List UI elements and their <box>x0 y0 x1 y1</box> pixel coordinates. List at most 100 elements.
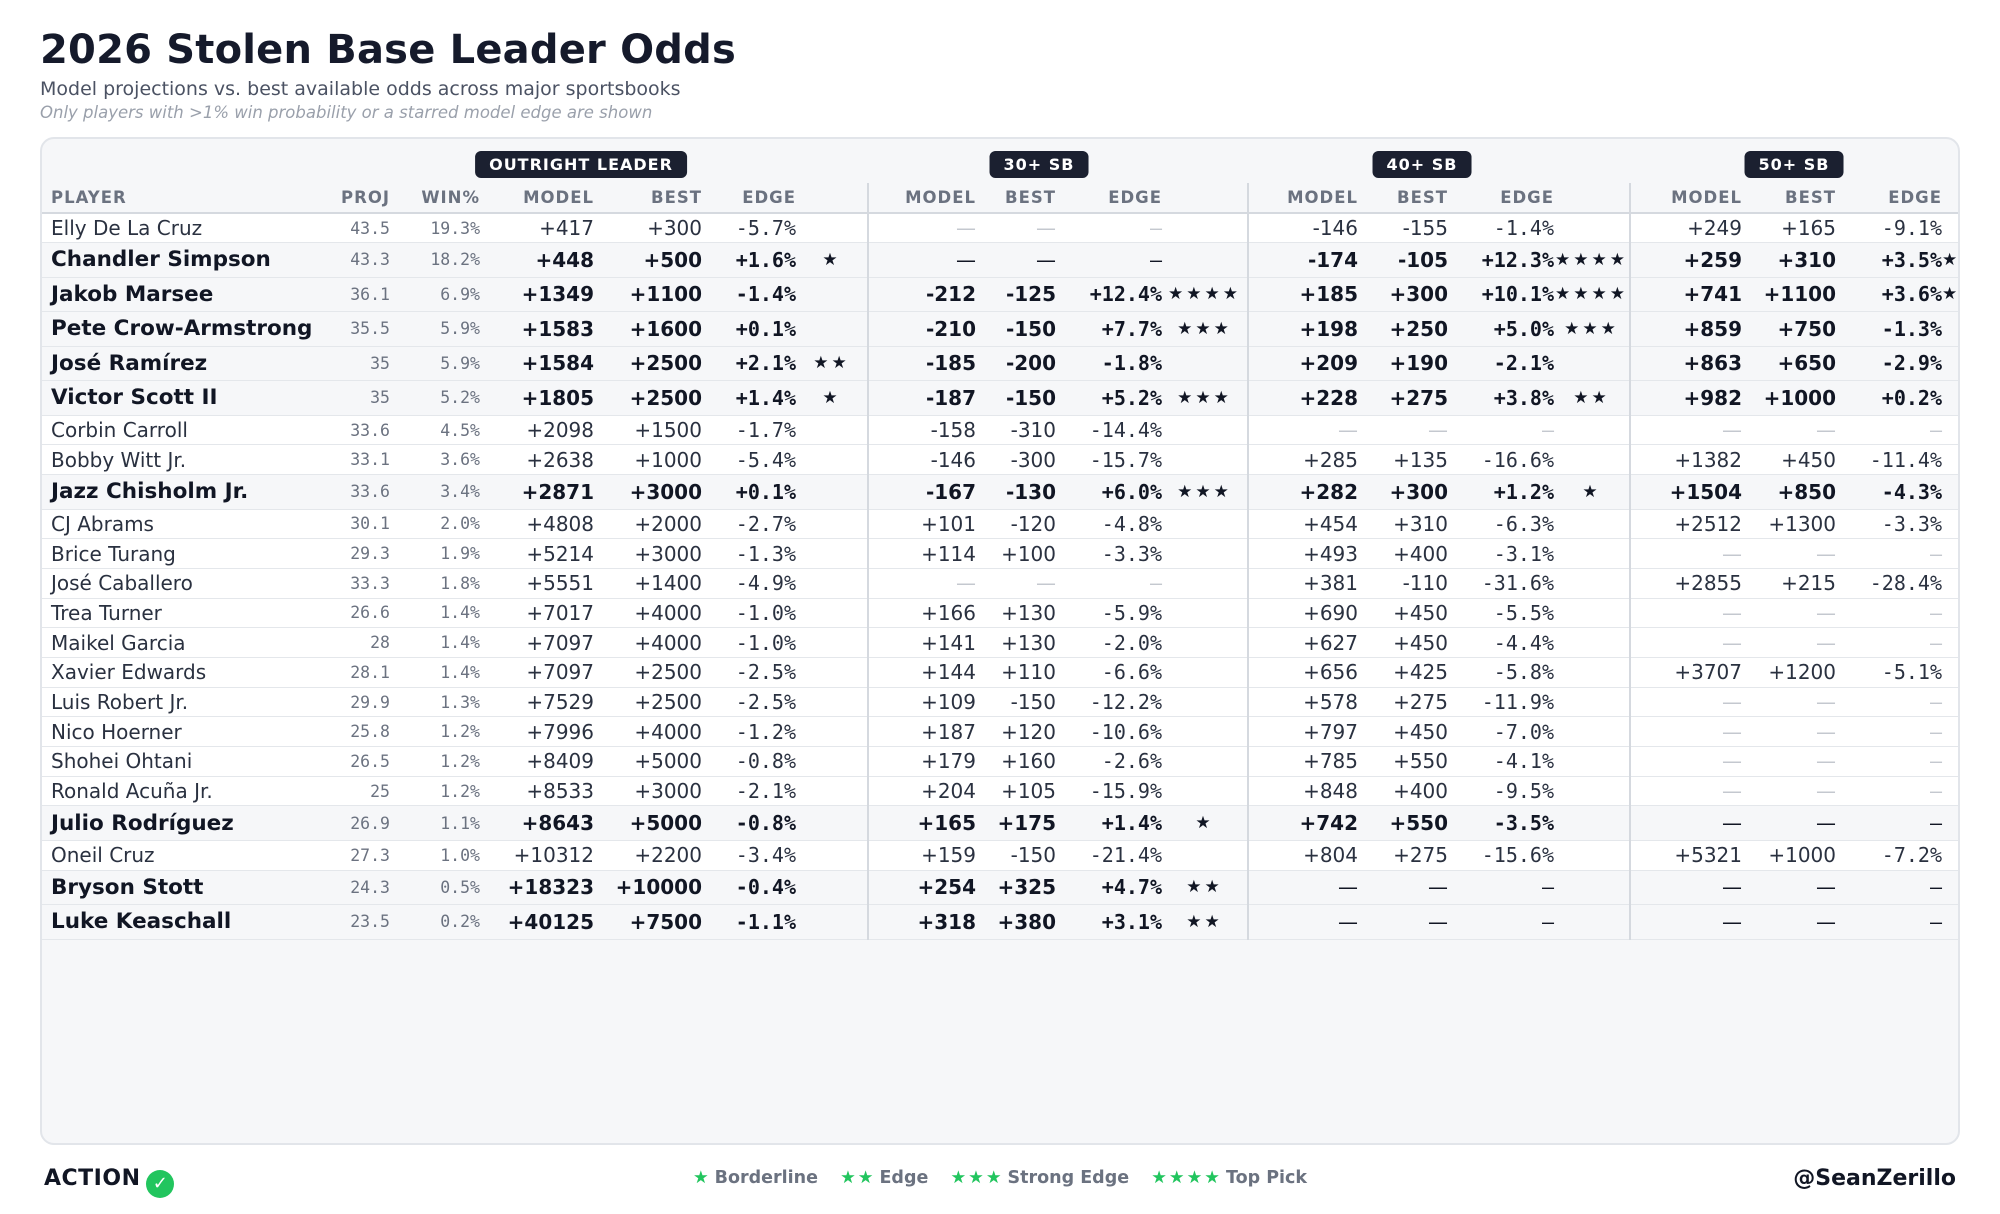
best-odds: -150 <box>976 840 1056 871</box>
model-odds: +114 <box>868 538 976 569</box>
proj-value: 35.5 <box>302 311 390 347</box>
best-odds: +175 <box>976 805 1056 841</box>
player-name: Elly De La Cruz <box>42 213 302 244</box>
edge-value: — <box>1056 568 1162 599</box>
edge-stars-icon <box>1554 346 1631 382</box>
edge-value: -2.6% <box>1056 746 1162 777</box>
edge-stars-icon <box>1162 415 1249 446</box>
model-odds: +249 <box>1630 213 1742 244</box>
table-row: Julio Rodríguez 26.9 1.1% +8643 +5000 -0.8% +1… <box>42 805 1958 841</box>
edge-stars-icon <box>1554 687 1631 718</box>
best-odds: — <box>976 213 1056 244</box>
best-odds: +450 <box>1358 627 1448 658</box>
model-odds: +228 <box>1248 380 1358 416</box>
table-row: Trea Turner 26.6 1.4% +7017 +4000 -1.0% +166 +1… <box>42 598 1958 629</box>
edge-stars-icon <box>796 687 869 718</box>
player-name: Jakob Marsee <box>42 277 302 313</box>
edge-stars-icon <box>1942 716 1958 748</box>
edge-stars-icon <box>1942 444 1958 476</box>
edge-stars-icon <box>1554 538 1631 569</box>
edge-value: +3.5% <box>1836 242 1942 278</box>
edge-value: -6.6% <box>1056 657 1162 688</box>
model-odds: -210 <box>868 311 976 347</box>
best-odds: +4000 <box>594 598 702 629</box>
best-odds: +425 <box>1358 657 1448 688</box>
edge-value: -15.9% <box>1056 776 1162 807</box>
edge-value: -5.8% <box>1448 657 1554 688</box>
player-name: José Caballero <box>42 568 302 599</box>
edge-value: -15.6% <box>1448 840 1554 871</box>
check-circle-icon: ✓ <box>146 1170 175 1198</box>
edge-value: -15.7% <box>1056 444 1162 476</box>
best-odds: +1600 <box>594 311 702 347</box>
win-pct-value: 1.4% <box>390 598 480 629</box>
star-icon: ★★★★ <box>1151 1168 1222 1188</box>
player-name: CJ Abrams <box>42 509 302 540</box>
player-name: Bryson Stott <box>42 870 302 906</box>
col-outright-stars <box>796 183 869 214</box>
edge-stars-icon: ★★ <box>1942 242 1958 278</box>
best-odds: — <box>1358 904 1448 940</box>
table-row: Corbin Carroll 33.6 4.5% +2098 +1500 -1.7% -15… <box>42 415 1958 446</box>
edge-value: — <box>1448 904 1554 940</box>
win-pct-value: 6.9% <box>390 277 480 313</box>
star-legend: ★ Borderline ★★ Edge ★★★ Strong Edge ★★★★ To… <box>0 1168 2000 1188</box>
odds-table: PLAYER PROJ WIN% MODEL BEST EDGE MODEL B… <box>42 183 1958 940</box>
model-odds: — <box>1630 415 1742 446</box>
model-odds: +848 <box>1248 776 1358 807</box>
model-odds: +7996 <box>480 716 594 748</box>
edge-stars-icon <box>1162 444 1249 476</box>
edge-value: -4.4% <box>1448 627 1554 658</box>
best-odds: — <box>1742 870 1836 906</box>
best-odds: +1400 <box>594 568 702 599</box>
edge-value: +0.1% <box>702 474 796 510</box>
edge-value: -16.6% <box>1448 444 1554 476</box>
edge-stars-icon <box>1942 415 1958 446</box>
player-name: Shohei Ohtani <box>42 746 302 777</box>
edge-stars-icon <box>796 415 869 446</box>
edge-value: +10.1% <box>1448 277 1554 313</box>
table-row: Pete Crow-Armstrong 35.5 5.9% +1583 +1600 +0.… <box>42 311 1958 347</box>
edge-value: +1.4% <box>1056 805 1162 841</box>
edge-value: +3.8% <box>1448 380 1554 416</box>
edge-stars-icon <box>796 716 869 748</box>
best-odds: +1200 <box>1742 657 1836 688</box>
edge-value: +1.4% <box>702 380 796 416</box>
edge-value: — <box>1836 627 1942 658</box>
col-proj: PROJ <box>302 183 390 214</box>
table-row: Xavier Edwards 28.1 1.4% +7097 +2500 -2.5% +14… <box>42 657 1958 688</box>
edge-value: — <box>1836 746 1942 777</box>
best-odds: +190 <box>1358 346 1448 382</box>
best-odds: +2000 <box>594 509 702 540</box>
edge-stars-icon <box>1942 870 1958 906</box>
model-odds: -185 <box>868 346 976 382</box>
model-odds: +282 <box>1248 474 1358 510</box>
model-odds: +1382 <box>1630 444 1742 476</box>
proj-value: 25.8 <box>302 716 390 748</box>
edge-stars-icon: ★★ <box>1162 904 1249 940</box>
model-odds: — <box>1630 598 1742 629</box>
win-pct-value: 1.8% <box>390 568 480 599</box>
proj-value: 33.3 <box>302 568 390 599</box>
edge-value: — <box>1448 415 1554 446</box>
player-name: Jazz Chisholm Jr. <box>42 474 302 510</box>
best-odds: +2500 <box>594 657 702 688</box>
edge-stars-icon <box>796 627 869 658</box>
best-odds: +310 <box>1358 509 1448 540</box>
edge-value: — <box>1836 904 1942 940</box>
model-odds: +40125 <box>480 904 594 940</box>
best-odds: — <box>1358 870 1448 906</box>
edge-stars-icon <box>1942 311 1958 347</box>
player-name: Julio Rodríguez <box>42 805 302 841</box>
win-pct-value: 5.9% <box>390 346 480 382</box>
player-name: Pete Crow-Armstrong <box>42 311 312 347</box>
page-note: Only players with >1% win probability or… <box>40 103 653 122</box>
model-odds: +179 <box>868 746 976 777</box>
best-odds: +1300 <box>1742 509 1836 540</box>
best-odds: +550 <box>1358 746 1448 777</box>
model-odds: — <box>1248 415 1358 446</box>
edge-value: -9.5% <box>1448 776 1554 807</box>
table-row: Victor Scott II 35 5.2% +1805 +2500 +1.4% ★ -18… <box>42 380 1958 416</box>
edge-value: +6.0% <box>1056 474 1162 510</box>
group-label-50sb: 50+ SB <box>1744 151 1844 178</box>
